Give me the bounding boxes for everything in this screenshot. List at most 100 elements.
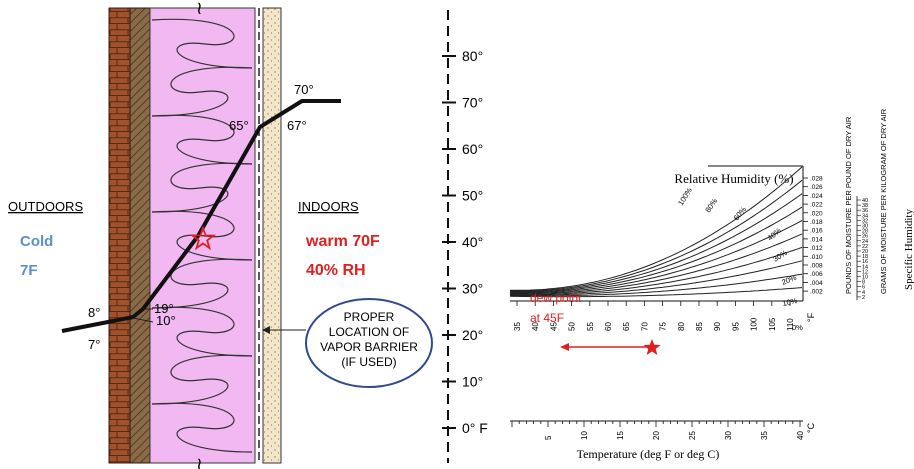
insulation-loop (151, 114, 253, 165)
right-tick-label-g: 10 (862, 275, 868, 281)
dew-point-text-2: at 45F (530, 311, 564, 325)
callout-line-1: PROPER (344, 310, 395, 324)
outdoors-condition-cold: Cold (20, 233, 53, 250)
brick-layer (108, 7, 131, 464)
right-tick-label-lb: .014 (810, 236, 823, 243)
right-tick-label-g: 14 (862, 264, 868, 270)
right-tick-label-g: 34 (862, 213, 868, 219)
right-tick-label-g: 32 (862, 218, 868, 224)
rh-curve (510, 260, 803, 296)
right-tick-label-lb: .028 (810, 176, 823, 183)
x-tick-label-f: 85 (695, 322, 704, 331)
scale-tick-label: 0° F (462, 420, 488, 436)
specific-humidity-label: Specific Humidity (903, 209, 914, 290)
indoors-condition-temp: warm 70F (305, 233, 380, 250)
x-tick-label-c: 25 (688, 431, 697, 440)
right-axis-label-lb: POUNDS OF MOISTURE PER POUND OF DRY AIR (844, 116, 853, 294)
rh-curves (509, 166, 803, 298)
insulation-loop (151, 18, 253, 69)
label-temp-70: 70° (294, 82, 314, 97)
x-tick-label-c: 10 (580, 431, 589, 440)
label-temp-7: 7° (88, 337, 100, 352)
insulation-loop (151, 306, 253, 357)
x-tick-label-c: 40 (796, 431, 805, 440)
callout-line-3: VAPOR BARRIER (320, 340, 418, 354)
callout-line-2: LOCATION OF (329, 325, 409, 339)
x-tick-label-f: 90 (713, 322, 722, 331)
right-tick-label-g: 12 (862, 269, 868, 275)
right-tick-label-lb: .008 (810, 263, 823, 270)
rh-curve (509, 273, 803, 297)
x-unit-fahrenheit: °F (806, 312, 816, 322)
psychrometric-chart: Relative Humidity (%) 100% 80% 60%40%30%20… (509, 108, 914, 461)
insulation-loop (151, 162, 253, 213)
right-tick-label-g: 20 (862, 249, 868, 255)
x-tick-label-f: 80 (677, 322, 686, 331)
rh-curve-label: 40% (766, 226, 784, 243)
scale-tick-label: 60° (462, 141, 483, 157)
right-tick-label-g: 40 (862, 198, 868, 204)
label-temp-67: 67° (287, 118, 307, 133)
insulation-batt-loops (151, 18, 253, 453)
right-tick-label-lb: .016 (810, 228, 823, 235)
dew-point-text-1: dew point (530, 291, 582, 305)
right-tick-label-g: 24 (862, 239, 868, 245)
rh-curve (509, 220, 803, 294)
leader-10 (132, 317, 154, 323)
indoors-label: INDOORS (298, 199, 359, 214)
rh-curve-label: 0% (792, 323, 803, 332)
x-tick-label-f: 60 (604, 322, 613, 331)
dew-point-arrow-head (560, 343, 569, 351)
x-axis-ticks-celsius: 5 10 15 20 25 30 35 40 (511, 421, 805, 440)
rh-curve (509, 233, 803, 295)
rh-curve (509, 179, 803, 292)
x-tick-label-c: 30 (724, 431, 733, 440)
rh-curve-label: 80% (703, 196, 719, 214)
insulation-loop (151, 354, 253, 405)
insulation-loop (151, 66, 253, 117)
right-tick-label-lb: .006 (810, 271, 823, 278)
right-tick-label-g: 2 (862, 295, 865, 301)
right-tick-label-lb: .018 (810, 219, 823, 226)
scale-tick-label: 80° (462, 48, 483, 64)
rh-curve (509, 287, 803, 298)
insulation-loop (151, 258, 253, 309)
right-tick-label-lb: .020 (810, 210, 823, 217)
x-tick-label-f: 70 (640, 322, 649, 331)
x-tick-label-f: 100 (750, 317, 759, 331)
right-tick-label-lb: .012 (810, 245, 823, 252)
condensation-star-marker (189, 225, 217, 251)
rh-curve (510, 246, 803, 295)
callout-arrow-head (262, 326, 270, 334)
break-mark-top: ≀ (196, 0, 203, 18)
x-axis-label: Temperature (deg F or deg C) (577, 447, 720, 461)
break-mark-bottom: ≀ (196, 454, 203, 469)
x-tick-label-c: 20 (652, 431, 661, 440)
scale-tick-label: 20° (462, 327, 483, 343)
temperature-gradient-line (61, 99, 341, 333)
indoors-condition-rh: 40% RH (306, 262, 366, 279)
right-tick-label-g: 16 (862, 259, 868, 265)
rh-curve (510, 166, 803, 291)
x-tick-label-f: 40 (531, 322, 540, 331)
right-tick-label-lb: .022 (810, 202, 823, 209)
label-temp-10: 10° (156, 313, 176, 328)
vapor-barrier-callout (305, 298, 433, 388)
right-tick-label-lb: .004 (810, 280, 823, 287)
x-unit-celsius: °C (806, 422, 816, 433)
x-tick-label-c: 35 (760, 431, 769, 440)
wall-section: ≀ ≀ 70° 67° 65° 19° 10° 8° 7° OUTDOORS C… (8, 0, 433, 469)
x-tick-label-f: 50 (568, 322, 577, 331)
right-tick-label-g: 36 (862, 208, 868, 214)
outdoors-label: OUTDOORS (8, 199, 83, 214)
x-tick-label-f: 35 (513, 322, 522, 331)
insulation-loop (151, 402, 253, 453)
drywall-layer (262, 7, 282, 464)
label-temp-19: 19° (154, 301, 174, 316)
rh-curve-label: 100% (676, 186, 694, 207)
scale-tick-label: 30° (462, 281, 483, 297)
right-tick-label-g: 30 (862, 224, 868, 230)
right-tick-label-g: 8 (862, 280, 865, 286)
right-tick-label-g: 4 (862, 290, 865, 296)
